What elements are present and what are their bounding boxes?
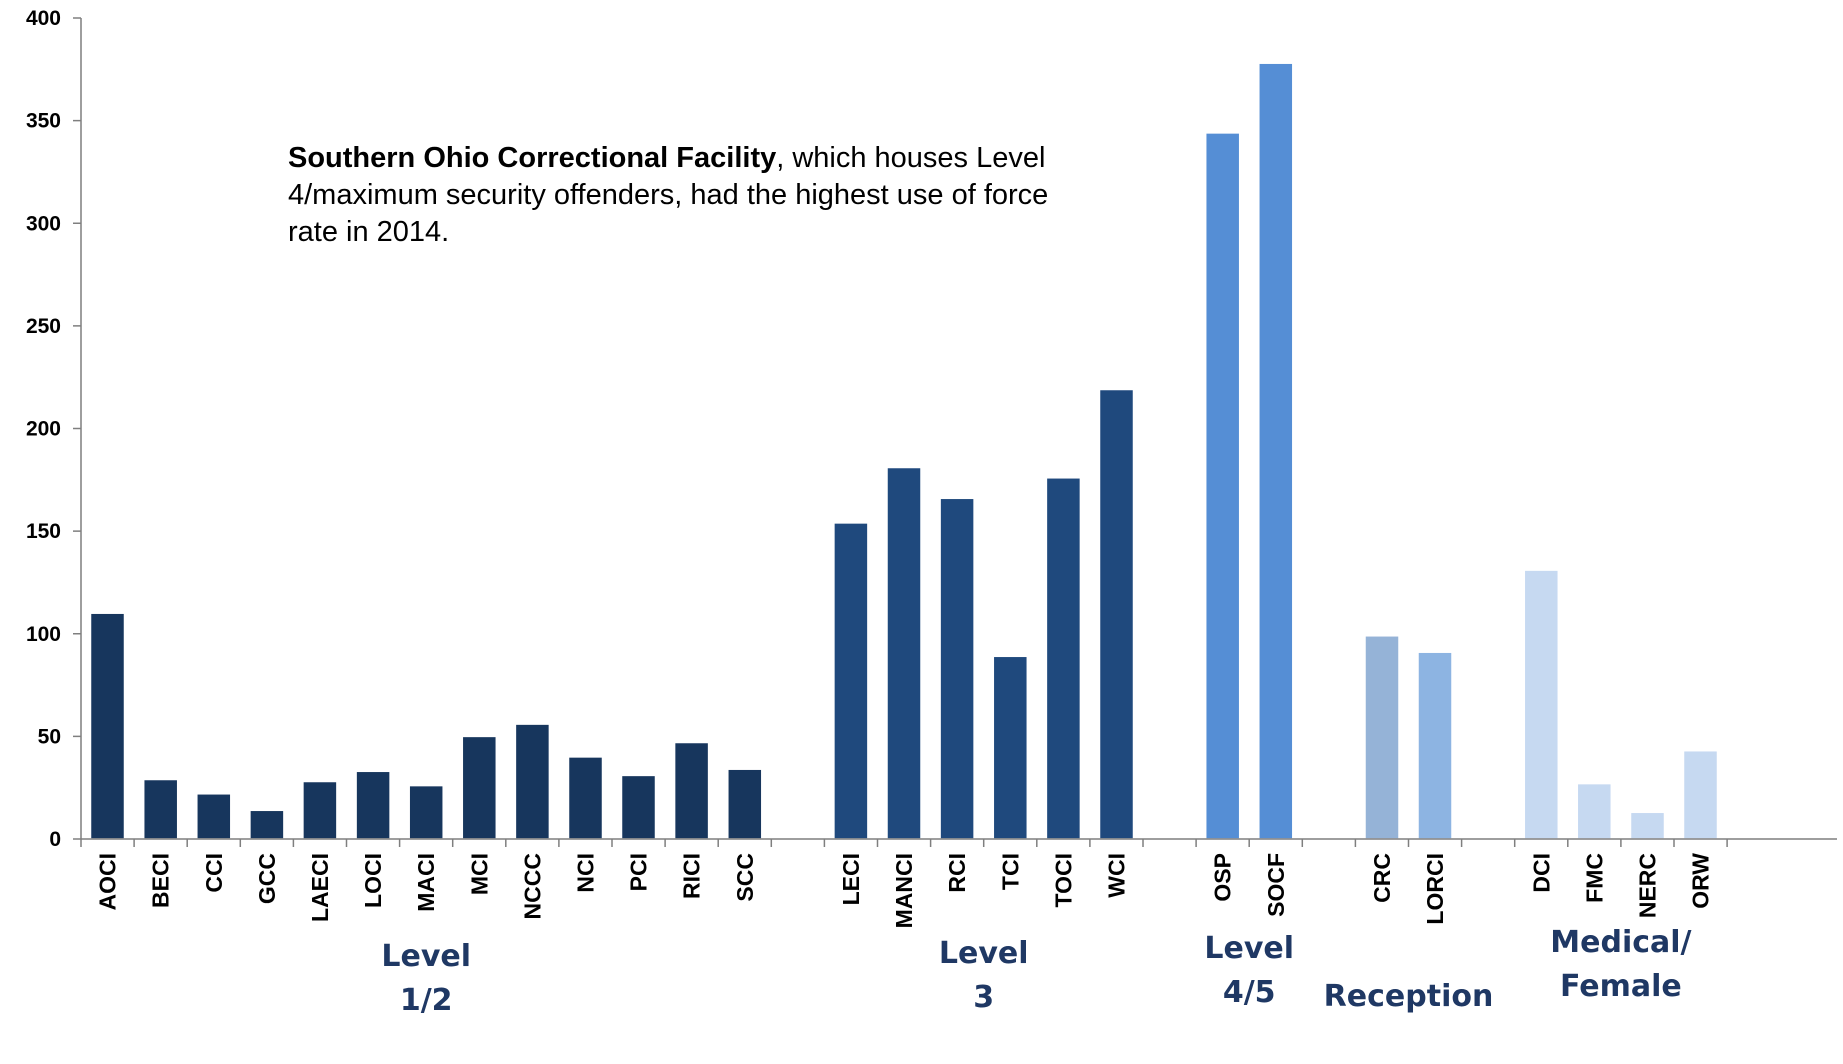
x-axis: AOCI BECI CCI GCC LAECI LOCI MACI MCI NCCC NCI PCI… — [80, 838, 1837, 928]
x-tick-label: LAECI — [307, 853, 333, 922]
x-tick-label: LECI — [838, 853, 864, 905]
bar-nci — [567, 756, 604, 840]
annotation-text: , which houses Level 4/maximum security … — [288, 142, 1049, 248]
x-tick-label: GCC — [254, 853, 280, 904]
x-tick-label: MACI — [413, 853, 439, 912]
group-label: Level — [1204, 931, 1294, 966]
bar-leci — [833, 522, 869, 840]
x-tick-label: TOCI — [1050, 853, 1076, 908]
x-tick-label: NCCC — [519, 853, 545, 919]
y-axis: 0 50 100 150 200 250 300 350 400 — [26, 7, 82, 851]
bar-aoci — [89, 612, 126, 840]
bar-fmc — [1576, 782, 1613, 840]
x-tick-label: RCI — [944, 853, 970, 893]
group-label: Female — [1560, 969, 1682, 1004]
bar-dci — [1523, 569, 1560, 840]
bar-nerc — [1629, 811, 1666, 840]
bar-tci — [992, 655, 1029, 840]
x-tick-label: RICI — [679, 853, 705, 899]
bar-lorci — [1417, 651, 1453, 840]
y-tick-label: 200 — [26, 418, 61, 441]
group-label: Level — [939, 936, 1029, 971]
y-tick-label: 50 — [38, 725, 61, 748]
x-tick-label: MANCI — [891, 853, 917, 928]
x-tick-label: LORCI — [1422, 853, 1448, 925]
bars — [89, 62, 1719, 840]
x-tick-label: SOCF — [1263, 853, 1289, 917]
x-tick-label: OSP — [1210, 853, 1236, 902]
group-labels: Level 1/2 Level 3 Level 4/5 Reception Medical/F… — [381, 925, 1691, 1018]
x-tick-label: SCC — [732, 853, 758, 902]
y-tick-label: 100 — [26, 623, 61, 646]
bar-loci — [355, 770, 391, 840]
x-tick-label: DCI — [1528, 853, 1554, 893]
bar-rci — [939, 497, 975, 840]
bar-laeci — [302, 780, 338, 840]
chart-annotation: Southern Ohio Correctional Facility, whi… — [288, 140, 1068, 251]
bar-maci — [408, 784, 444, 840]
bar-nccc — [514, 723, 551, 840]
group-label: 4/5 — [1223, 975, 1276, 1010]
x-tick-label: PCI — [626, 853, 652, 891]
x-tick-label: CCI — [201, 853, 227, 893]
bar-osp — [1204, 132, 1241, 840]
group-label: Reception — [1324, 979, 1494, 1014]
y-tick-label: 250 — [26, 315, 61, 338]
bar-orw — [1682, 749, 1719, 840]
bar-beci — [142, 778, 179, 840]
bar-scc — [727, 768, 763, 840]
x-tick-label: WCI — [1104, 853, 1130, 898]
x-tick-label: ORW — [1688, 853, 1714, 909]
y-tick-label: 150 — [26, 520, 61, 543]
bar-cci — [196, 793, 232, 840]
bar-mci — [461, 735, 498, 840]
group-label: Level — [381, 939, 471, 974]
x-tick-label: MCI — [466, 853, 492, 895]
x-tick-label: BECI — [148, 853, 174, 908]
bar-toci — [1045, 477, 1082, 840]
x-tick-label: AOCI — [95, 853, 121, 911]
x-tick-label: LOCI — [360, 853, 386, 908]
x-tick-label: NERC — [1635, 853, 1661, 918]
bar-crc — [1364, 635, 1400, 840]
annotation-bold: Southern Ohio Correctional Facility — [288, 142, 777, 174]
group-label: Medical/ — [1550, 925, 1691, 960]
bar-pci — [620, 774, 657, 840]
bar-gcc — [249, 809, 285, 840]
group-label: 3 — [973, 980, 994, 1015]
group-label: 1/2 — [400, 983, 453, 1018]
bar-manci — [886, 466, 922, 840]
bar-rici — [673, 741, 710, 840]
y-tick-label: 400 — [26, 7, 61, 30]
y-tick-label: 300 — [26, 212, 61, 235]
x-tick-label: CRC — [1369, 853, 1395, 903]
x-tick-label: FMC — [1581, 853, 1607, 903]
y-tick-label: 0 — [49, 828, 61, 851]
bar-wci — [1098, 388, 1135, 840]
y-tick-label: 350 — [26, 110, 61, 133]
x-tick-label: NCI — [573, 853, 599, 893]
x-tick-label: TCI — [997, 853, 1023, 890]
bar-socf — [1258, 62, 1294, 840]
